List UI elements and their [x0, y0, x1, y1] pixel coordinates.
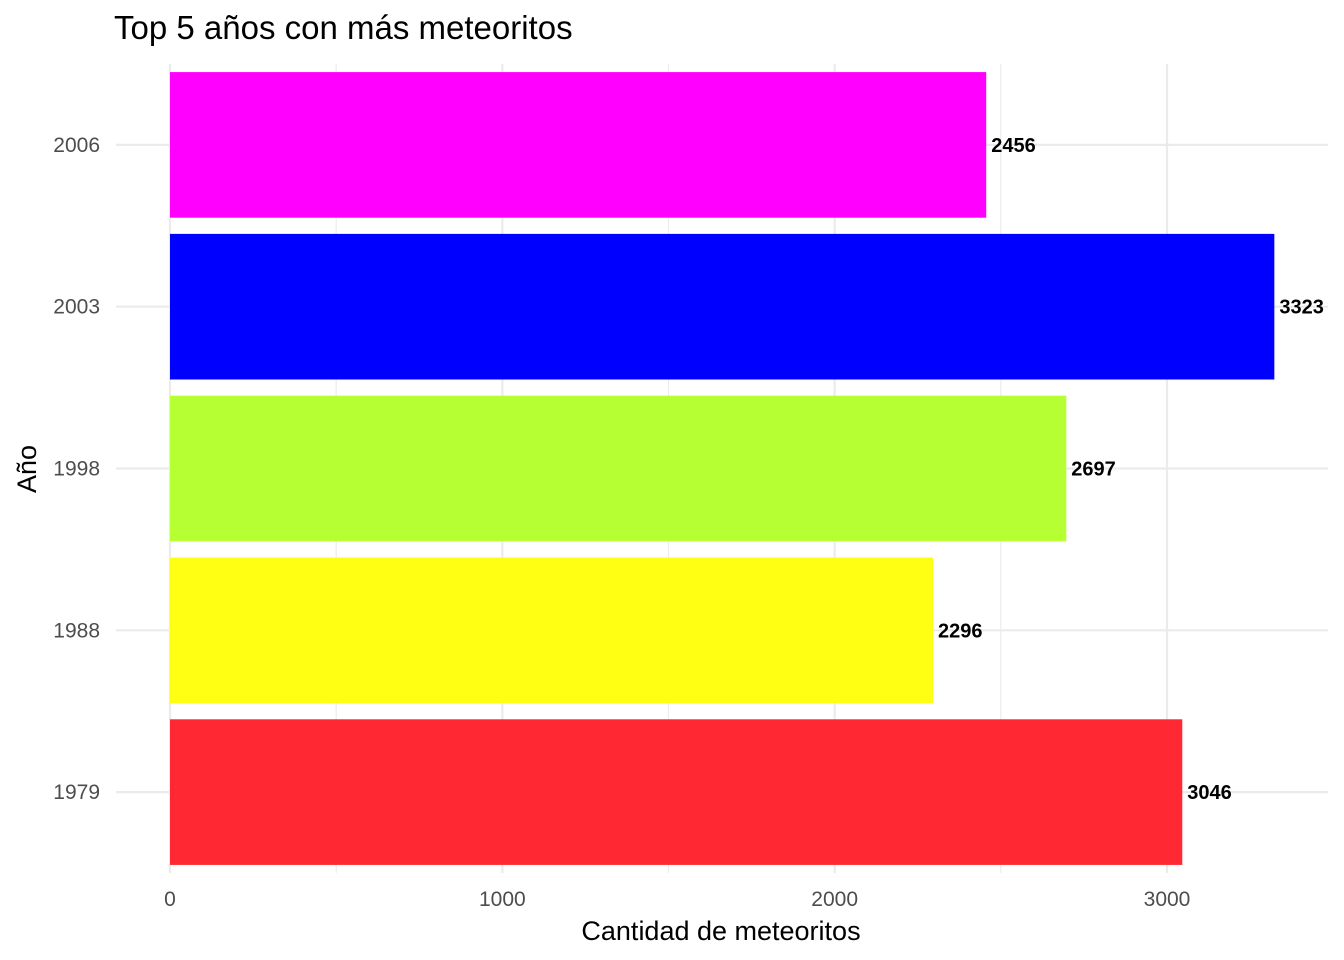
- x-axis-title: Cantidad de meteoritos: [581, 916, 860, 946]
- y-tick-label-1988: 1988: [53, 619, 100, 642]
- x-tick-label-0: 0: [164, 888, 176, 911]
- x-axis-ticks: 0 1000 2000 3000: [164, 888, 1190, 911]
- y-tick-label-2006: 2006: [53, 134, 100, 157]
- bars: [170, 72, 1275, 865]
- bar-2006: [170, 72, 987, 218]
- bar-1988: [170, 557, 934, 704]
- value-labels: 3046 2296 2697 3323 2456: [938, 135, 1324, 804]
- value-label-1988: 2296: [938, 620, 983, 642]
- x-tick-label-1000: 1000: [479, 888, 526, 911]
- value-label-2006: 2456: [991, 135, 1036, 157]
- y-tick-label-1979: 1979: [53, 781, 100, 804]
- y-axis-ticks: 1979 1988 1998 2003 2006: [53, 134, 100, 804]
- bar-1979: [170, 719, 1183, 865]
- value-label-1979: 3046: [1187, 782, 1232, 804]
- bar-1998: [170, 395, 1067, 542]
- chart-title: Top 5 años con más meteoritos: [114, 9, 573, 46]
- x-tick-label-2000: 2000: [811, 888, 858, 911]
- y-tick-label-2003: 2003: [53, 296, 100, 319]
- x-tick-label-3000: 3000: [1144, 888, 1191, 911]
- value-label-1998: 2697: [1071, 459, 1116, 481]
- bar-2003: [170, 233, 1275, 380]
- y-tick-label-1998: 1998: [53, 458, 100, 481]
- value-label-2003: 3323: [1279, 297, 1324, 319]
- y-axis-title: Año: [12, 445, 42, 493]
